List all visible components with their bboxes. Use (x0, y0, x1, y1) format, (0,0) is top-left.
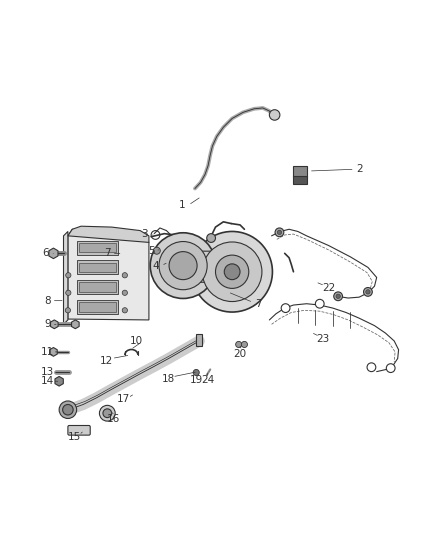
Polygon shape (68, 226, 149, 243)
Circle shape (192, 231, 272, 312)
Circle shape (334, 292, 343, 301)
Text: 11: 11 (41, 347, 54, 357)
Text: 3: 3 (141, 229, 148, 239)
Text: 5: 5 (148, 246, 155, 256)
Circle shape (159, 241, 207, 290)
Circle shape (315, 300, 324, 308)
Circle shape (367, 363, 376, 372)
Circle shape (275, 228, 284, 237)
Circle shape (277, 230, 282, 235)
Text: 12: 12 (99, 356, 113, 366)
FancyBboxPatch shape (293, 176, 307, 184)
Text: 17: 17 (117, 394, 130, 404)
Circle shape (66, 290, 71, 295)
Text: 7: 7 (104, 248, 111, 259)
Text: 2: 2 (356, 164, 363, 174)
FancyBboxPatch shape (189, 251, 229, 282)
Circle shape (207, 233, 215, 243)
Circle shape (63, 405, 73, 415)
Text: 1: 1 (178, 200, 185, 210)
Circle shape (169, 252, 197, 280)
Text: 6: 6 (42, 248, 49, 259)
FancyBboxPatch shape (79, 302, 116, 312)
Text: 8: 8 (44, 296, 51, 305)
Polygon shape (68, 229, 149, 320)
Circle shape (364, 287, 372, 296)
Circle shape (241, 342, 247, 348)
Circle shape (153, 247, 160, 254)
Circle shape (281, 304, 290, 312)
Text: 7: 7 (255, 298, 262, 309)
Circle shape (202, 242, 262, 302)
Circle shape (193, 369, 199, 376)
Text: 10: 10 (130, 336, 143, 346)
FancyBboxPatch shape (68, 425, 90, 435)
Text: 9: 9 (44, 319, 51, 329)
Text: 14: 14 (41, 376, 54, 386)
Circle shape (122, 308, 127, 313)
Text: 22: 22 (322, 284, 335, 293)
Circle shape (150, 233, 216, 298)
Text: 20: 20 (233, 349, 247, 359)
FancyBboxPatch shape (77, 241, 118, 255)
Circle shape (336, 294, 340, 298)
Text: 18: 18 (162, 374, 175, 384)
Text: 23: 23 (317, 334, 330, 344)
Text: 24: 24 (201, 375, 214, 385)
Circle shape (99, 405, 115, 421)
FancyBboxPatch shape (77, 300, 118, 314)
Circle shape (236, 342, 242, 348)
Circle shape (66, 273, 71, 278)
Circle shape (224, 264, 240, 280)
Polygon shape (64, 231, 68, 324)
Circle shape (103, 409, 112, 418)
Text: 16: 16 (106, 414, 120, 424)
FancyBboxPatch shape (79, 263, 116, 272)
Circle shape (386, 364, 395, 373)
Circle shape (366, 290, 370, 294)
Circle shape (215, 255, 249, 288)
FancyBboxPatch shape (293, 166, 307, 177)
Text: 4: 4 (152, 261, 159, 271)
Text: 13: 13 (41, 367, 54, 377)
FancyBboxPatch shape (77, 280, 118, 294)
Circle shape (65, 308, 71, 313)
FancyBboxPatch shape (79, 282, 116, 292)
Circle shape (269, 110, 280, 120)
FancyBboxPatch shape (77, 260, 118, 274)
Text: 19: 19 (190, 375, 203, 385)
Polygon shape (196, 334, 202, 346)
Text: 15: 15 (68, 432, 81, 442)
Circle shape (59, 401, 77, 418)
FancyBboxPatch shape (79, 243, 116, 253)
Circle shape (122, 290, 127, 295)
Circle shape (122, 273, 127, 278)
